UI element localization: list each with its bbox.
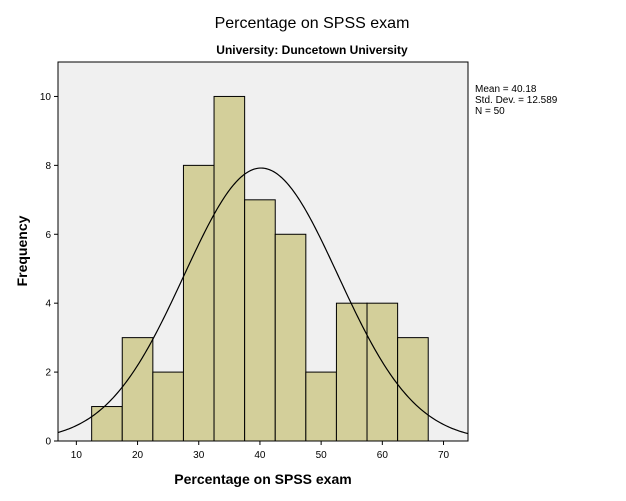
y-axis-label: Frequency <box>14 215 30 286</box>
x-axis-ticks: 10 20 30 40 50 60 70 <box>71 441 450 461</box>
bars-group <box>91 95 429 442</box>
y-axis-ticks: 0 2 4 6 8 10 <box>40 92 58 448</box>
stats-std-dev: Std. Dev. = 12.589 <box>475 95 558 106</box>
chart-subtitle: University: Duncetown University <box>216 43 408 57</box>
histogram-bar-9 <box>366 302 399 442</box>
y-tick-label-2: 2 <box>45 368 51 379</box>
y-tick-label-10: 10 <box>40 92 52 103</box>
x-tick-label-60: 60 <box>377 450 389 461</box>
histogram-bar-6 <box>274 233 307 442</box>
y-tick-label-8: 8 <box>45 161 51 172</box>
x-tick-label-30: 30 <box>193 450 205 461</box>
chart-title: Percentage on SPSS exam <box>215 15 410 32</box>
histogram-bar-2 <box>152 371 184 442</box>
y-tick-label-0: 0 <box>45 437 51 448</box>
stats-n: N = 50 <box>475 106 505 117</box>
normal-curve <box>57 167 469 435</box>
histogram-bar-1 <box>121 337 154 442</box>
y-tick-label-4: 4 <box>45 299 51 310</box>
x-tick-label-70: 70 <box>438 450 450 461</box>
histogram-bar-4 <box>213 95 246 442</box>
stats-mean: Mean = 40.18 <box>475 84 537 95</box>
histogram-bar-7 <box>305 371 337 442</box>
y-tick-label-6: 6 <box>45 230 51 241</box>
x-tick-label-20: 20 <box>132 450 144 461</box>
histogram-bar-8 <box>335 302 368 442</box>
stats-box: Mean = 40.18 Std. Dev. = 12.589 N = 50 <box>475 84 558 117</box>
x-tick-label-10: 10 <box>71 450 83 461</box>
histogram-bar-0 <box>91 406 123 442</box>
histogram-bar-5 <box>244 199 276 442</box>
x-axis-label: Percentage on SPSS exam <box>174 471 351 487</box>
histogram-bar-10 <box>397 337 429 442</box>
x-tick-label-40: 40 <box>254 450 266 461</box>
x-tick-label-50: 50 <box>316 450 328 461</box>
histogram-bar-3 <box>182 164 215 442</box>
